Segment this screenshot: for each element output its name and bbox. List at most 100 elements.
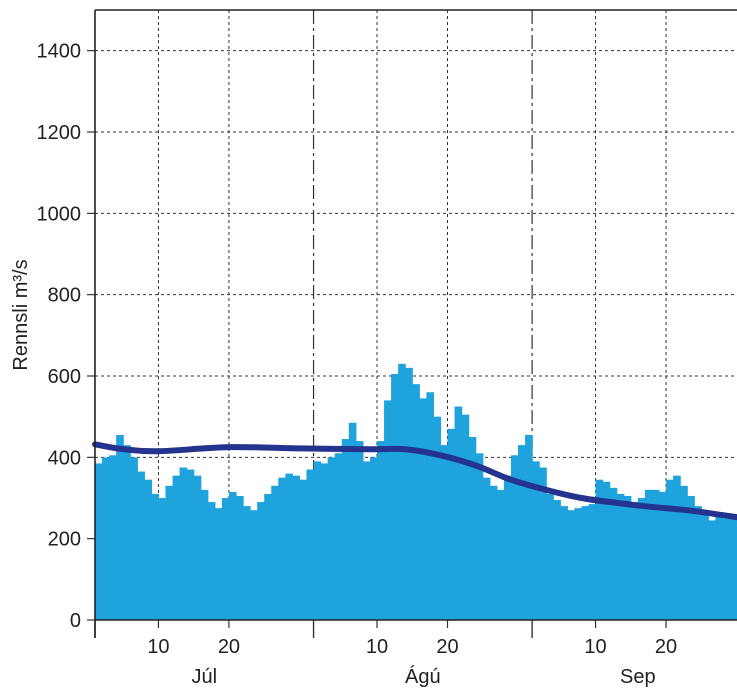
discharge-bar: [687, 495, 695, 620]
discharge-bar: [666, 479, 674, 620]
discharge-bar: [327, 457, 336, 620]
discharge-bar: [299, 479, 308, 620]
discharge-bar: [637, 498, 646, 620]
discharge-bar: [398, 363, 406, 620]
discharge-bar: [581, 506, 590, 620]
discharge-bar: [630, 502, 639, 620]
month-label: Júl: [191, 666, 217, 688]
discharge-bar: [257, 502, 265, 620]
discharge-bar: [475, 453, 484, 620]
discharge-bar: [313, 461, 322, 620]
discharge-bar: [137, 471, 145, 620]
month-label: Ágú: [405, 665, 441, 688]
discharge-bar: [144, 479, 152, 620]
discharge-bar: [694, 506, 702, 620]
discharge-bar: [468, 437, 477, 620]
discharge-bar: [560, 506, 568, 620]
discharge-bar: [109, 455, 117, 620]
discharge-bar: [602, 481, 611, 620]
discharge-bar: [659, 491, 667, 620]
discharge-bar: [165, 485, 174, 620]
y-tick-label: 0: [70, 610, 81, 632]
day-tick-label: 20: [218, 636, 240, 658]
day-tick-label: 10: [366, 636, 388, 658]
daily-discharge-bars: [95, 363, 737, 620]
discharge-bar: [708, 520, 716, 620]
discharge-bar: [644, 489, 653, 620]
y-tick-label: 800: [48, 285, 81, 307]
y-tick-label: 400: [48, 447, 81, 469]
discharge-bar: [130, 457, 138, 620]
discharge-bar: [503, 475, 512, 620]
discharge-bar: [214, 508, 223, 620]
discharge-bar: [715, 516, 724, 620]
discharge-bar: [172, 475, 181, 620]
discharge-bar: [539, 467, 547, 620]
discharge-bar: [158, 498, 167, 620]
discharge-bar: [567, 510, 575, 620]
discharge-bar: [200, 489, 209, 620]
y-tick-label: 1400: [37, 41, 82, 63]
discharge-bar: [306, 469, 315, 620]
discharge-bar: [440, 445, 449, 620]
discharge-bar: [292, 475, 301, 620]
discharge-bar: [320, 463, 329, 620]
discharge-bar: [123, 445, 131, 620]
discharge-bar: [574, 508, 583, 620]
discharge-bar: [433, 416, 442, 620]
discharge-bar: [102, 457, 110, 620]
discharge-bar: [405, 367, 413, 620]
y-tick-label: 1000: [37, 203, 82, 225]
discharge-bar: [412, 384, 420, 620]
discharge-bar: [285, 473, 293, 620]
discharge-bar: [489, 485, 498, 620]
discharge-bar: [496, 489, 505, 620]
discharge-bar: [151, 493, 160, 620]
discharge-bar: [179, 467, 188, 620]
discharge-bar: [236, 495, 244, 620]
discharge-bar: [264, 493, 272, 620]
day-tick-label: 20: [436, 636, 458, 658]
discharge-bar: [701, 514, 709, 620]
discharge-bar: [334, 453, 343, 620]
discharge-bar: [221, 498, 230, 620]
discharge-bar: [419, 398, 427, 620]
discharge-bar: [616, 493, 625, 620]
discharge-bar: [722, 518, 731, 620]
mean-curve: [92, 441, 737, 521]
day-tick-label: 10: [584, 636, 606, 658]
discharge-bar: [553, 500, 561, 620]
discharge-bar: [588, 504, 597, 620]
discharge-bar: [250, 510, 258, 620]
discharge-bar: [243, 506, 251, 620]
discharge-bar: [384, 400, 392, 620]
month-label: Sep: [620, 666, 656, 688]
discharge-bar: [95, 463, 103, 620]
y-tick-labels: 0 200 400 600 800 1000 1200 1400: [37, 41, 82, 632]
discharge-bar: [609, 487, 618, 620]
discharge-bar: [228, 491, 237, 620]
discharge-bar: [680, 485, 688, 620]
discharge-bar: [186, 469, 195, 620]
discharge-bar: [426, 392, 434, 620]
discharge-bar: [546, 493, 554, 620]
discharge-bar: [391, 373, 399, 620]
y-axis-label: Rennsli m³/s: [10, 259, 32, 370]
discharge-bar: [651, 489, 660, 620]
discharge-bar: [355, 441, 364, 620]
discharge-bar: [532, 461, 540, 620]
discharge-bar: [207, 502, 216, 620]
day-tick-label: 20: [655, 636, 677, 658]
plot-frame: [94, 9, 737, 638]
discharge-bar: [362, 461, 371, 620]
discharge-bar: [525, 434, 533, 620]
discharge-bar: [454, 406, 463, 620]
discharge-bar: [193, 475, 202, 620]
discharge-bar: [623, 495, 632, 620]
discharge-bar: [369, 457, 378, 620]
discharge-bar: [348, 422, 357, 620]
discharge-bar: [673, 475, 681, 620]
discharge-bar: [278, 477, 286, 620]
